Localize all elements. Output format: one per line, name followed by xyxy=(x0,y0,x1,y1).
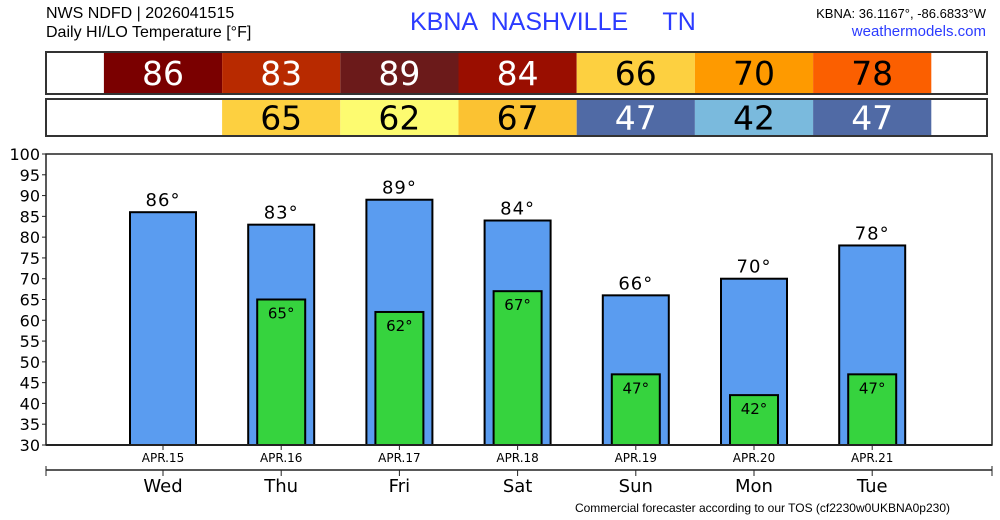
site-link[interactable]: weathermodels.com xyxy=(851,23,986,40)
lo-strip-value: 67 xyxy=(497,99,539,138)
lo-bar xyxy=(729,394,779,447)
weekday-label: Sat xyxy=(503,476,533,497)
hi-strip-value: 84 xyxy=(497,54,539,93)
lo-strip-value: 42 xyxy=(733,99,775,138)
y-tick-label: 70 xyxy=(20,270,40,289)
coords-label: KBNA: 36.1167°, -86.6833°W xyxy=(816,6,986,21)
hi-bar-label: 83° xyxy=(264,203,299,224)
station-title: KBNA NASHVILLE TN xyxy=(410,8,696,36)
lo-strip-value: 47 xyxy=(851,99,893,138)
product-label: Daily HI/LO Temperature [°F] xyxy=(46,24,252,41)
hi-strip-cell xyxy=(103,53,223,93)
lo-bar xyxy=(847,373,898,447)
lo-bar xyxy=(492,290,543,446)
hi-strip-value: 66 xyxy=(615,54,657,93)
lo-bar-label: 65° xyxy=(268,305,295,323)
lo-bar-label: 47° xyxy=(623,379,650,397)
lo-strip-value: 62 xyxy=(378,99,420,138)
hi-strip-cell xyxy=(576,53,695,93)
footer-note: Commercial forecaster according to our T… xyxy=(574,501,950,515)
hi-bar-label: 66° xyxy=(618,273,653,294)
hi-strip-value: 89 xyxy=(378,54,420,93)
lo-strip-cell xyxy=(222,100,341,135)
lo-bar xyxy=(256,298,307,446)
hi-bar-label: 78° xyxy=(855,223,890,244)
lo-bar-label: 42° xyxy=(741,400,768,418)
y-tick-label: 95 xyxy=(20,166,40,185)
hi-bar-label: 70° xyxy=(737,257,772,278)
y-tick-label: 55 xyxy=(20,332,40,351)
y-tick-label: 40 xyxy=(20,394,40,413)
lo-strip-cell xyxy=(458,100,577,135)
hi-bar-label: 84° xyxy=(500,199,535,220)
lo-strip-cell xyxy=(576,100,695,135)
lo-bar xyxy=(374,310,425,446)
y-tick-label: 90 xyxy=(20,187,40,206)
date-label: APR.16 xyxy=(260,451,302,465)
weekday-label: Fri xyxy=(389,476,410,497)
y-tick-label: 100 xyxy=(9,145,40,164)
hi-strip-cell xyxy=(222,53,341,93)
y-tick-label: 80 xyxy=(20,228,40,247)
lo-bar xyxy=(610,373,661,447)
y-tick-label: 75 xyxy=(20,249,40,268)
hi-strip-cell xyxy=(694,53,814,93)
lo-strip-value: 65 xyxy=(260,99,302,138)
weekday-label: Tue xyxy=(856,476,888,497)
hi-strip-value: 70 xyxy=(733,54,775,93)
weekday-label: Wed xyxy=(143,476,182,497)
lo-strip-cell xyxy=(813,100,932,135)
date-label: APR.18 xyxy=(496,451,538,465)
lo-strip-value: 47 xyxy=(615,99,657,138)
date-label: APR.21 xyxy=(851,451,893,465)
y-tick-label: 65 xyxy=(20,291,40,310)
hi-strip-cell xyxy=(458,53,577,93)
hi-bar-label: 86° xyxy=(146,190,181,211)
weekday-label: Sun xyxy=(619,476,653,497)
hi-strip-cell xyxy=(813,53,932,93)
hi-strip-cell xyxy=(340,53,459,93)
source-label: NWS NDFD | 2026041515 xyxy=(46,5,235,22)
date-label: APR.15 xyxy=(142,451,184,465)
hi-bar-label: 89° xyxy=(382,178,417,199)
lo-bar-label: 67° xyxy=(504,296,531,314)
weekday-label: Mon xyxy=(735,476,773,497)
hi-strip-value: 78 xyxy=(851,54,893,93)
weekday-label: Thu xyxy=(263,476,298,497)
hi-strip-value: 83 xyxy=(260,54,302,93)
hi-strip-value: 86 xyxy=(142,54,184,93)
lo-bar-label: 47° xyxy=(859,379,886,397)
date-label: APR.17 xyxy=(378,451,420,465)
y-tick-label: 50 xyxy=(20,353,40,372)
y-tick-label: 30 xyxy=(20,436,40,455)
y-tick-label: 35 xyxy=(20,415,40,434)
y-tick-label: 45 xyxy=(20,374,40,393)
date-label: APR.20 xyxy=(733,451,775,465)
date-label: APR.19 xyxy=(615,451,657,465)
lo-strip-cell xyxy=(340,100,459,135)
hi-bar xyxy=(129,211,197,446)
y-tick-label: 85 xyxy=(20,207,40,226)
y-tick-label: 60 xyxy=(20,311,40,330)
lo-strip-cell xyxy=(694,100,814,135)
lo-bar-label: 62° xyxy=(386,317,413,335)
